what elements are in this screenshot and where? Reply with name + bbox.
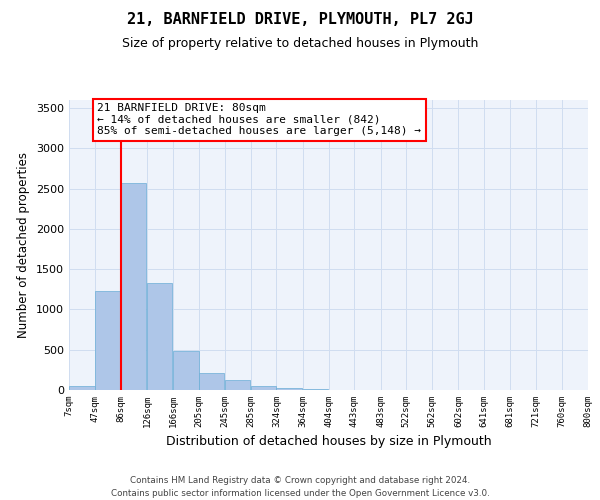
Text: Size of property relative to detached houses in Plymouth: Size of property relative to detached ho… xyxy=(122,38,478,51)
Bar xyxy=(121,183,146,390)
X-axis label: Distribution of detached houses by size in Plymouth: Distribution of detached houses by size … xyxy=(166,436,491,448)
Y-axis label: Number of detached properties: Number of detached properties xyxy=(17,152,31,338)
Bar xyxy=(225,380,250,390)
Bar xyxy=(69,386,95,390)
Text: Contains HM Land Registry data © Crown copyright and database right 2024.
Contai: Contains HM Land Registry data © Crown c… xyxy=(110,476,490,498)
Bar xyxy=(199,372,224,390)
Bar xyxy=(147,283,172,390)
Bar xyxy=(173,350,199,390)
Bar xyxy=(302,389,328,390)
Bar xyxy=(251,386,277,390)
Bar xyxy=(95,291,121,390)
Text: 21 BARNFIELD DRIVE: 80sqm
← 14% of detached houses are smaller (842)
85% of semi: 21 BARNFIELD DRIVE: 80sqm ← 14% of detac… xyxy=(97,103,421,136)
Bar xyxy=(277,388,302,390)
Text: 21, BARNFIELD DRIVE, PLYMOUTH, PL7 2GJ: 21, BARNFIELD DRIVE, PLYMOUTH, PL7 2GJ xyxy=(127,12,473,28)
